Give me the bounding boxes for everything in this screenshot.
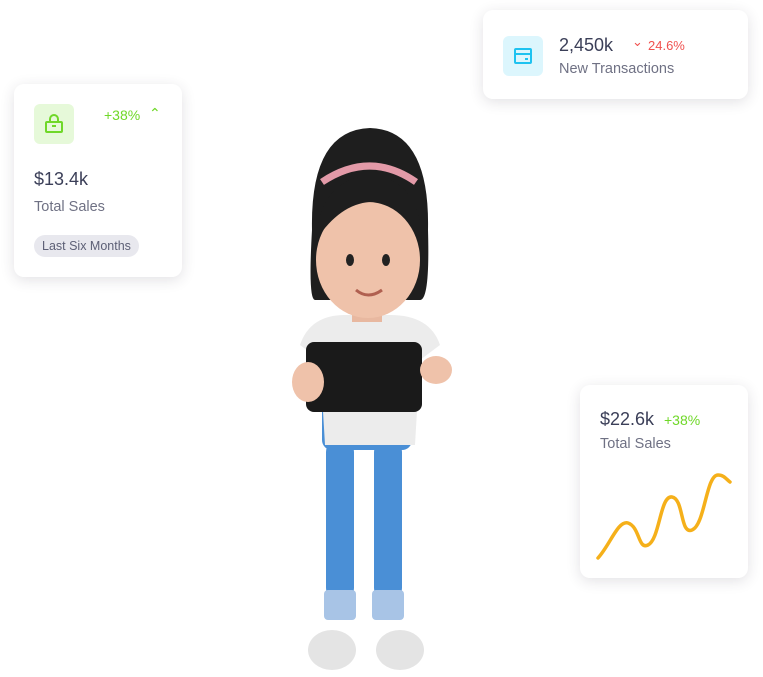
sales-change: +38% <box>104 107 141 123</box>
chart-sales-value: $22.6k <box>600 409 655 429</box>
chart-sales-label: Total Sales <box>600 436 671 452</box>
transactions-value: 2,450k <box>559 35 614 55</box>
shopping-bag-icon <box>34 104 74 144</box>
period-badge: Last Six Months <box>34 235 139 257</box>
chevron-down-icon: ⌄ <box>632 34 643 49</box>
sales-sparkline <box>596 473 732 560</box>
chevron-up-icon: ⌃ <box>149 105 161 121</box>
total-sales-card: +38% ⌃ $13.4k Total Sales Last Six Month… <box>14 84 182 277</box>
new-transactions-card: 2,450k ⌄ 24.6% New Transactions <box>483 10 748 99</box>
transactions-label: New Transactions <box>559 61 675 77</box>
credit-card-icon <box>503 36 543 76</box>
transactions-change: 24.6% <box>648 38 685 53</box>
sales-chart-card: $22.6k +38% Total Sales <box>580 385 748 578</box>
sales-label: Total Sales <box>34 199 105 215</box>
sales-value: $13.4k <box>34 169 89 189</box>
character-illustration <box>292 128 452 670</box>
chart-sales-change: +38% <box>664 412 701 428</box>
